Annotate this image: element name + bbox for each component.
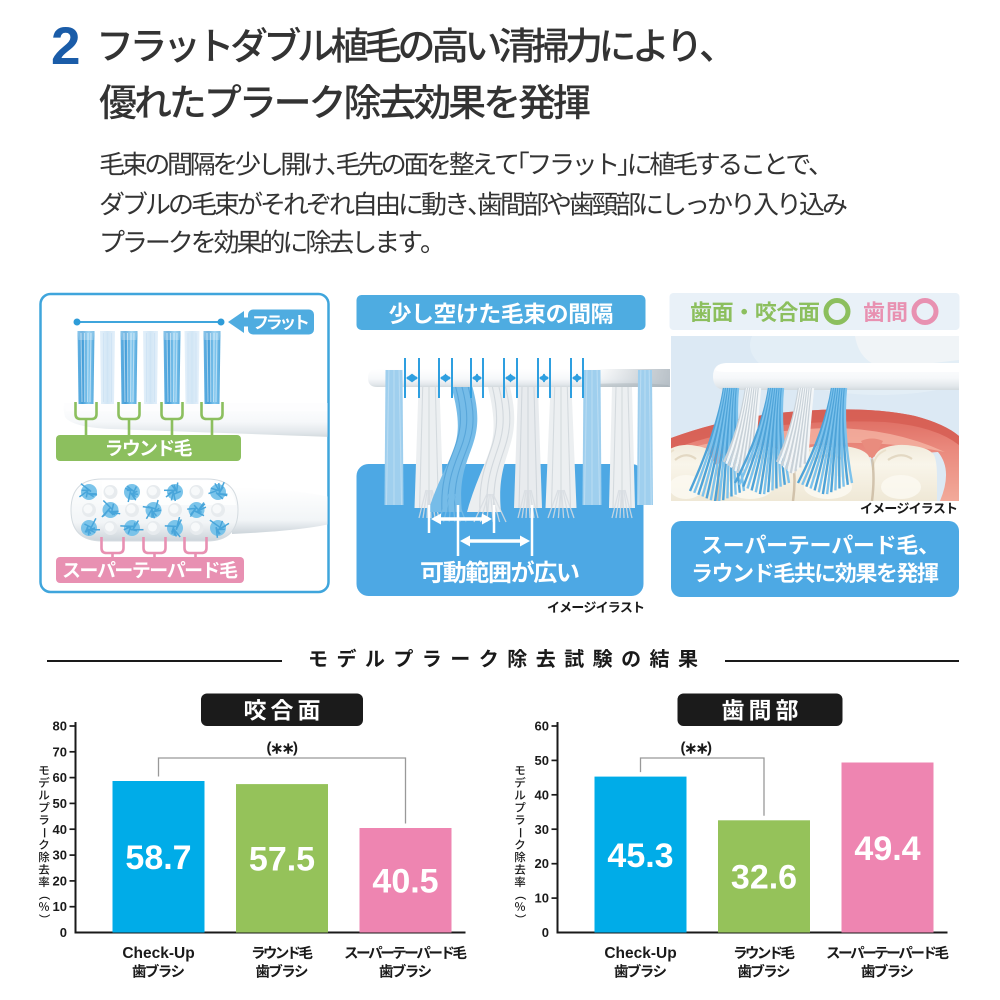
svg-text:10: 10 [535, 891, 549, 906]
svg-text:57.5: 57.5 [249, 841, 315, 879]
svg-text:): ) [707, 740, 712, 757]
svg-text:40.5: 40.5 [372, 863, 438, 901]
svg-text:20: 20 [535, 856, 549, 871]
svg-text:(: ( [267, 740, 272, 757]
svg-text:49.4: 49.4 [854, 830, 920, 868]
svg-text:0: 0 [60, 925, 67, 940]
svg-text:80: 80 [53, 719, 67, 734]
svg-text:2: 2 [51, 17, 80, 76]
svg-text:45.3: 45.3 [607, 837, 673, 875]
svg-text:50: 50 [53, 796, 67, 811]
svg-text:): ) [293, 740, 298, 757]
svg-text:10: 10 [53, 899, 67, 914]
svg-text:40: 40 [53, 822, 67, 837]
svg-text:32.6: 32.6 [731, 859, 797, 897]
svg-text:30: 30 [53, 848, 67, 863]
svg-text:Check-Up: Check-Up [122, 945, 194, 962]
svg-text:(: ( [681, 740, 686, 757]
svg-text:30: 30 [535, 822, 549, 837]
svg-text:20: 20 [53, 873, 67, 888]
svg-text:58.7: 58.7 [125, 839, 191, 877]
svg-text:60: 60 [53, 770, 67, 785]
svg-text:50: 50 [535, 753, 549, 768]
svg-text:60: 60 [535, 719, 549, 734]
svg-text:Check-Up: Check-Up [604, 945, 676, 962]
svg-text:0: 0 [542, 925, 549, 940]
svg-text:70: 70 [53, 744, 67, 759]
svg-text:40: 40 [535, 787, 549, 802]
